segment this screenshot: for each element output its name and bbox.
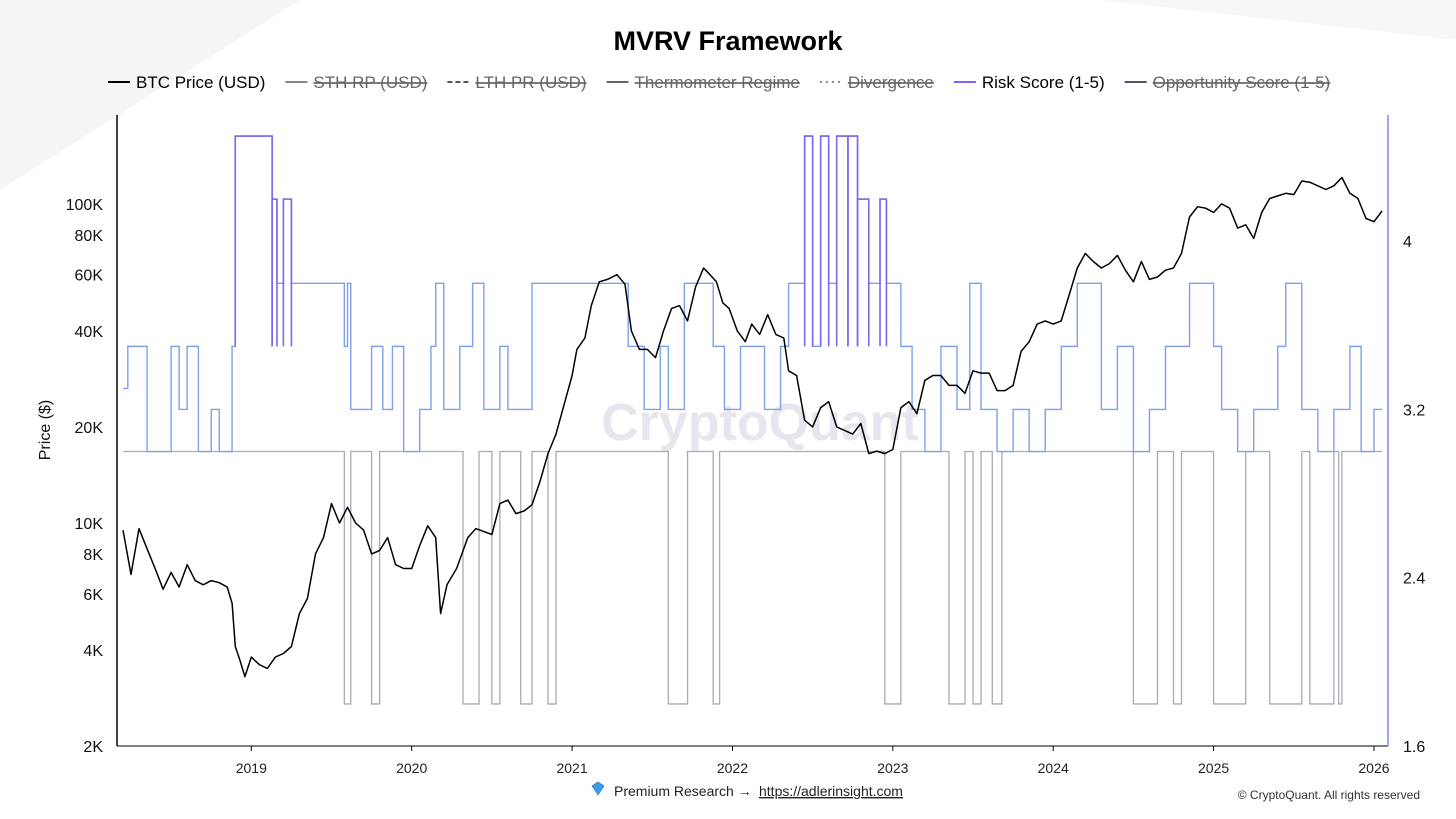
x-tick-label: 2022 bbox=[717, 760, 748, 776]
y-left-tick-label: 2K bbox=[83, 739, 103, 756]
footer: Premium Research → https://adlerinsight.… bbox=[591, 781, 1420, 802]
y-left-tick-label: 8K bbox=[83, 547, 103, 564]
legend-item[interactable]: Opportunity Score (1-5) bbox=[1124, 73, 1331, 92]
y-left-tick-label: 6K bbox=[83, 587, 103, 604]
background-decoration bbox=[0, 0, 300, 190]
y-axis-label: Price ($) bbox=[37, 400, 54, 460]
watermark: CryptoQuant bbox=[601, 394, 919, 452]
legend-item[interactable]: BTC Price (USD) bbox=[108, 73, 265, 92]
legend: BTC Price (USD) STH RP (USD) LTH PR (USD) T… bbox=[108, 73, 1330, 92]
y-right-tick-label: 1.6 bbox=[1403, 739, 1425, 756]
y-left-ticks: 2K 4K 6K 8K 10K 20K 40K 60K 80K 100K bbox=[66, 197, 104, 756]
y-left-tick-label: 20K bbox=[75, 420, 104, 437]
y-left-tick-label: 40K bbox=[75, 324, 104, 341]
x-ticks: 2019 2020 2021 2022 2023 2024 2025 2026 bbox=[236, 746, 1390, 776]
y-right-tick-label: 3.2 bbox=[1403, 402, 1425, 419]
background-decoration-right bbox=[1100, 0, 1456, 40]
legend-item[interactable]: Risk Score (1-5) bbox=[953, 73, 1105, 92]
x-tick-label: 2020 bbox=[396, 760, 427, 776]
risk-high-segment bbox=[234, 135, 273, 347]
y-left-tick-label: 10K bbox=[75, 516, 104, 533]
legend-label: Opportunity Score (1-5) bbox=[1153, 73, 1331, 92]
legend-label: Thermometer Regime bbox=[635, 73, 800, 92]
x-tick-label: 2023 bbox=[877, 760, 908, 776]
legend-label: Risk Score (1-5) bbox=[982, 73, 1105, 92]
y-right-ticks: 1.6 2.4 3.2 4 bbox=[1403, 234, 1425, 756]
footer-link[interactable]: https://adlerinsight.com bbox=[759, 783, 903, 799]
legend-label: STH RP (USD) bbox=[313, 73, 427, 92]
risk-high-segment bbox=[803, 135, 814, 347]
legend-label: LTH PR (USD) bbox=[475, 73, 586, 92]
y-left-tick-label: 100K bbox=[66, 197, 104, 214]
chart-title: MVRV Framework bbox=[613, 26, 843, 56]
gem-icon bbox=[591, 781, 605, 796]
x-tick-label: 2024 bbox=[1038, 760, 1069, 776]
x-tick-label: 2019 bbox=[236, 760, 267, 776]
legend-item[interactable]: Divergence bbox=[819, 73, 934, 92]
x-tick-label: 2025 bbox=[1198, 760, 1229, 776]
legend-label: BTC Price (USD) bbox=[136, 73, 265, 92]
risk-high-segment bbox=[271, 198, 278, 347]
y-right-tick-label: 4 bbox=[1403, 234, 1412, 251]
risk-high-segment bbox=[819, 135, 830, 347]
risk-high-segment bbox=[879, 198, 888, 347]
risk-high-segment bbox=[282, 198, 293, 347]
legend-label: Divergence bbox=[848, 73, 934, 92]
risk-high-segment bbox=[835, 135, 849, 347]
x-tick-label: 2026 bbox=[1358, 760, 1389, 776]
legend-item[interactable]: STH RP (USD) bbox=[285, 73, 427, 92]
footer-text: Premium Research → bbox=[614, 783, 752, 799]
legend-item[interactable]: LTH PR (USD) bbox=[447, 73, 587, 92]
y-right-tick-label: 2.4 bbox=[1403, 571, 1425, 588]
y-left-tick-label: 80K bbox=[75, 228, 104, 245]
y-left-tick-label: 4K bbox=[83, 643, 103, 660]
copyright: © CryptoQuant. All rights reserved bbox=[1238, 788, 1420, 802]
legend-item[interactable]: Thermometer Regime bbox=[606, 73, 800, 92]
risk-high-segment bbox=[847, 135, 859, 347]
price-layer bbox=[122, 176, 1383, 678]
risk-score-layer bbox=[123, 135, 1382, 453]
x-tick-label: 2021 bbox=[556, 760, 587, 776]
risk-high-segment bbox=[856, 198, 870, 347]
btc-price-line bbox=[122, 176, 1383, 678]
y-left-tick-label: 60K bbox=[75, 268, 104, 285]
